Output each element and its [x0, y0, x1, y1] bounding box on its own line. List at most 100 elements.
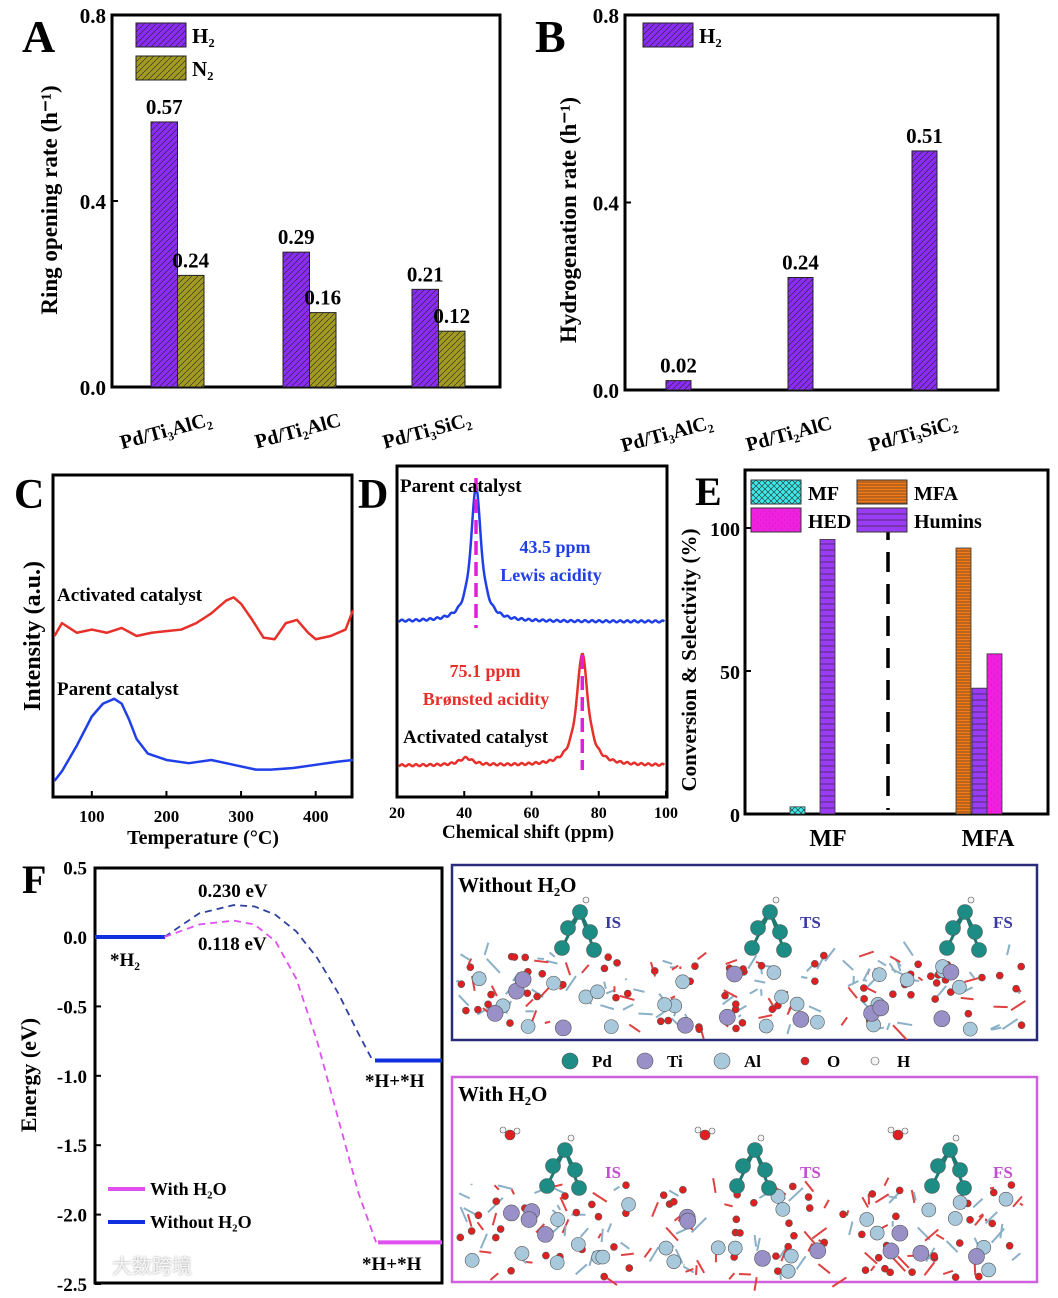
- path-with-h-o: [164, 919, 377, 1243]
- y-axis-label: Energy (eV): [16, 1018, 41, 1132]
- bond: [861, 1196, 869, 1208]
- legend-swatch: [135, 22, 187, 48]
- bond: [467, 958, 473, 965]
- bond: [525, 1260, 533, 1264]
- x-tick-label: MFA: [962, 826, 1016, 852]
- atom-ti: [809, 1242, 827, 1260]
- bond: [886, 1022, 891, 1031]
- bond: [491, 1212, 498, 1226]
- atom-al: [952, 979, 967, 995]
- atom-o: [858, 1230, 866, 1239]
- plot-frame: [51, 473, 354, 799]
- atom-o: [600, 1272, 608, 1281]
- bond: [476, 1221, 484, 1231]
- bond: [525, 998, 534, 1008]
- atom-al: [998, 1191, 1014, 1207]
- bond: [754, 979, 766, 984]
- atom-o: [721, 991, 729, 1000]
- atom-al: [595, 1249, 611, 1265]
- atom-o: [804, 1193, 813, 1201]
- x-tick-label: 60: [524, 805, 540, 822]
- legend-label: Pd: [592, 1052, 612, 1071]
- bond: [811, 1227, 828, 1240]
- legend-swatch: [856, 507, 908, 533]
- legend-swatch: [135, 55, 187, 81]
- water-h: [901, 1127, 909, 1135]
- atom-ti: [891, 1224, 909, 1242]
- bond: [847, 980, 859, 987]
- atom-o: [955, 1239, 964, 1247]
- state-label-top: IS: [605, 913, 621, 932]
- atom-al: [899, 972, 915, 988]
- series-label: Activated catalyst: [403, 727, 549, 748]
- bond: [697, 951, 707, 961]
- x-tick-label: Pd/Ti₃AlC₂: [118, 408, 214, 454]
- x-tick-label: Pd/Ti₃SiC₂: [866, 412, 959, 457]
- panel-label-d: D: [358, 472, 388, 518]
- y-axis-label: Hydrogenation rate (h⁻¹): [556, 97, 581, 343]
- atom-al: [514, 1246, 530, 1261]
- atom-al: [952, 1195, 968, 1210]
- bond: [831, 1276, 847, 1288]
- bond: [597, 1233, 602, 1239]
- atom-al: [784, 1248, 799, 1264]
- atom-o: [892, 1212, 900, 1221]
- bar-H₂: [411, 288, 439, 388]
- atom-h: [967, 896, 975, 904]
- annotation-value: 43.5 ppm: [519, 537, 590, 557]
- atom-ti: [503, 1204, 520, 1222]
- atom-ti: [719, 1008, 736, 1026]
- bond: [479, 1250, 492, 1254]
- atom-pd: [744, 940, 760, 956]
- atom-pd: [942, 1142, 958, 1158]
- bond: [613, 1185, 620, 1192]
- curve-activated: [53, 596, 355, 641]
- bond: [648, 1246, 660, 1262]
- data-label: 0.16: [304, 286, 341, 310]
- atom-o: [679, 1186, 687, 1194]
- bond: [964, 977, 979, 983]
- bond: [668, 1189, 679, 1197]
- atom-o: [510, 953, 519, 961]
- atom-al: [869, 1225, 885, 1241]
- bond: [563, 1225, 567, 1237]
- x-tick-label: 400: [303, 807, 329, 826]
- atom-al: [658, 1240, 674, 1256]
- atom-o: [839, 1210, 847, 1219]
- bond: [722, 995, 735, 1006]
- atom-al: [872, 967, 887, 983]
- bond: [463, 1207, 478, 1217]
- bond: [622, 1003, 634, 1011]
- legend-label: MF: [808, 483, 839, 505]
- y-tick-label: -2.0: [57, 1206, 87, 1227]
- x-tick-label: 80: [591, 805, 607, 822]
- bond: [840, 1016, 848, 1026]
- data-label: 0.51: [906, 124, 943, 148]
- atom-pd: [930, 1158, 946, 1174]
- legend-label: N₂: [192, 57, 213, 81]
- legend-atom-al: [713, 1052, 731, 1070]
- bond: [712, 1178, 717, 1194]
- bond: [600, 1004, 615, 1011]
- bond: [479, 1233, 488, 1249]
- bond: [458, 994, 470, 1007]
- state-label: *H+*H: [362, 1254, 422, 1275]
- atom-al: [464, 1253, 480, 1268]
- bond: [487, 1197, 504, 1214]
- series-label: Activated catalyst: [57, 585, 203, 606]
- atom-ti: [537, 1226, 554, 1243]
- legend-label: HED: [808, 511, 851, 533]
- atom-al: [666, 1254, 682, 1269]
- atom-ti: [968, 1248, 985, 1265]
- bond: [945, 1240, 959, 1253]
- bond: [974, 1214, 985, 1226]
- legend-label: Ti: [667, 1052, 683, 1071]
- atom-o: [788, 1182, 797, 1191]
- atom-o: [612, 993, 620, 1002]
- atom-al: [570, 1237, 586, 1252]
- panel-label-c: C: [14, 472, 44, 518]
- bond: [897, 1255, 910, 1269]
- atom-pd: [762, 904, 778, 920]
- bond: [619, 994, 635, 1001]
- bond: [883, 1177, 890, 1187]
